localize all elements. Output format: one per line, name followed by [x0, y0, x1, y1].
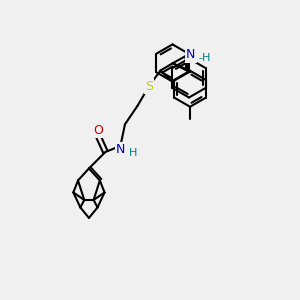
Text: O: O	[94, 124, 103, 136]
Text: N: N	[186, 48, 195, 61]
Text: -H: -H	[199, 53, 211, 63]
Text: N: N	[116, 143, 125, 156]
Text: S: S	[145, 80, 153, 93]
Text: H: H	[129, 148, 137, 158]
